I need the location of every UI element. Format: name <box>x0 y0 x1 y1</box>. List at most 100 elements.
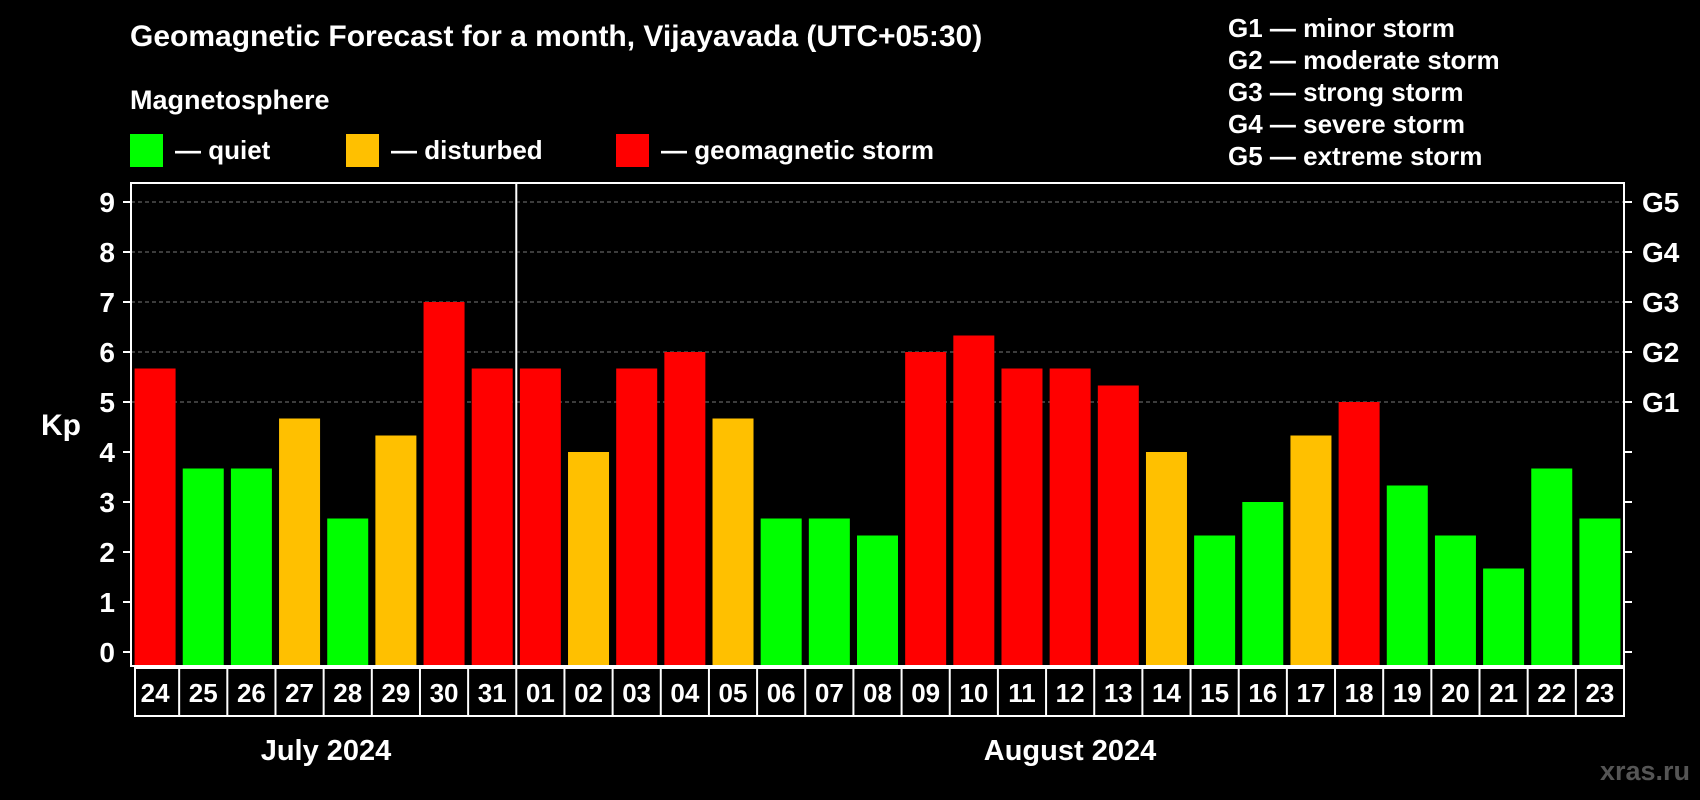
date-tick-label: 08 <box>863 678 892 708</box>
kp-bar <box>857 535 898 666</box>
kp-bar <box>423 302 465 666</box>
kp-bar <box>953 335 995 666</box>
g-legend-g3: G3 — strong storm <box>1228 77 1464 107</box>
kp-bar <box>760 518 802 666</box>
watermark: xras.ru <box>1599 756 1690 786</box>
kp-bar <box>230 468 272 666</box>
kp-bar <box>1001 368 1043 666</box>
g-legend-g4: G4 — severe storm <box>1228 109 1466 139</box>
kp-bar <box>134 368 176 666</box>
g-level-label: G4 <box>1642 237 1680 268</box>
kp-bar <box>1194 535 1236 666</box>
date-tick-label: 06 <box>767 678 796 708</box>
date-tick-label: 22 <box>1537 678 1566 708</box>
kp-bar <box>1434 535 1476 666</box>
date-tick-label: 10 <box>959 678 988 708</box>
g-level-label: G1 <box>1642 387 1679 418</box>
date-tick-label: 11 <box>1008 678 1036 708</box>
kp-bar <box>664 352 706 666</box>
date-tick-label: 02 <box>574 678 603 708</box>
kp-bar <box>616 368 658 666</box>
date-tick-label: 29 <box>381 678 410 708</box>
date-tick-label: 28 <box>333 678 362 708</box>
date-tick-label: 07 <box>815 678 844 708</box>
date-tick-label: 14 <box>1152 678 1181 708</box>
legend-swatch-disturbed <box>346 133 379 167</box>
date-tick-label: 21 <box>1489 678 1518 708</box>
date-tick-label: 15 <box>1200 678 1229 708</box>
date-tick-label: 18 <box>1345 678 1374 708</box>
legend-swatch-storm <box>616 133 649 167</box>
date-tick-label: 23 <box>1585 678 1614 708</box>
date-tick-label: 31 <box>478 678 507 708</box>
kp-bar <box>1290 435 1332 666</box>
month-label-july: July 2024 <box>260 735 392 767</box>
g-level-label: G2 <box>1642 337 1679 368</box>
y-tick-label: 4 <box>99 437 115 468</box>
kp-bar <box>279 418 321 666</box>
y-tick-label: 9 <box>99 187 115 218</box>
plot-frame <box>130 182 1625 667</box>
g-level-label: G5 <box>1642 187 1679 218</box>
date-row-frame <box>134 667 1625 717</box>
date-tick-label: 19 <box>1393 678 1422 708</box>
date-tick-label: 25 <box>189 678 218 708</box>
legend-subtitle: Magnetosphere <box>130 85 330 115</box>
g-scale-legend: G1 — minor storm G2 — moderate storm G3 … <box>1228 12 1500 172</box>
legend-quiet: — quiet <box>130 133 270 167</box>
kp-bar <box>1579 518 1621 666</box>
date-tick-label: 03 <box>622 678 651 708</box>
month-label-august: August 2024 <box>983 735 1157 767</box>
date-tick-label: 05 <box>719 678 748 708</box>
kp-bar <box>471 368 513 666</box>
date-tick-label: 30 <box>430 678 459 708</box>
y-tick-label: 7 <box>99 287 115 318</box>
g-legend-g5: G5 — extreme storm <box>1228 141 1483 171</box>
legend-disturbed: — disturbed <box>346 133 543 167</box>
y-tick-label: 8 <box>99 237 115 268</box>
date-tick-label: 04 <box>670 678 699 708</box>
date-tick-label: 13 <box>1104 678 1133 708</box>
kp-bar <box>327 518 369 666</box>
y-tick-label: 6 <box>99 337 115 368</box>
kp-bar <box>375 435 417 666</box>
legend-label-disturbed: — disturbed <box>391 134 543 165</box>
kp-bar <box>519 368 561 666</box>
g-legend-g2: G2 — moderate storm <box>1228 45 1500 75</box>
legend-label-storm: — geomagnetic storm <box>661 134 935 165</box>
y-tick-label: 1 <box>99 587 115 618</box>
y-tick-label: 0 <box>99 637 115 668</box>
kp-bar <box>1145 452 1187 666</box>
date-tick-label: 20 <box>1441 678 1470 708</box>
legend-swatch-quiet <box>130 133 163 167</box>
y-tick-label: 3 <box>99 487 115 518</box>
kp-bar <box>1386 485 1428 666</box>
kp-bar <box>1338 402 1380 666</box>
kp-bar <box>1242 502 1284 666</box>
date-tick-label: 09 <box>911 678 940 708</box>
kp-bar <box>808 518 850 666</box>
y-tick-label: 2 <box>99 537 115 568</box>
date-tick-label: 12 <box>1056 678 1085 708</box>
date-tick-label: 16 <box>1248 678 1277 708</box>
kp-bar <box>182 468 224 666</box>
g-legend-g1: G1 — minor storm <box>1228 13 1455 43</box>
date-tick-label: 01 <box>526 678 555 708</box>
date-tick-label: 24 <box>141 678 170 708</box>
kp-bar <box>905 352 947 666</box>
g-level-label: G3 <box>1642 287 1679 318</box>
kp-bar <box>568 452 610 666</box>
kp-bar <box>1483 568 1525 666</box>
kp-bar <box>1531 468 1573 666</box>
kp-bar <box>1097 385 1139 666</box>
date-tick-label: 27 <box>285 678 314 708</box>
legend-storm: — geomagnetic storm <box>616 133 934 167</box>
y-axis-label: Kp <box>41 409 81 442</box>
kp-bar <box>1049 368 1091 666</box>
legend-label-quiet: — quiet <box>175 134 271 165</box>
kp-bar <box>712 418 754 666</box>
chart-title: Geomagnetic Forecast for a month, Vijaya… <box>130 20 983 53</box>
y-tick-label: 5 <box>99 387 115 418</box>
date-tick-label: 17 <box>1296 678 1325 708</box>
